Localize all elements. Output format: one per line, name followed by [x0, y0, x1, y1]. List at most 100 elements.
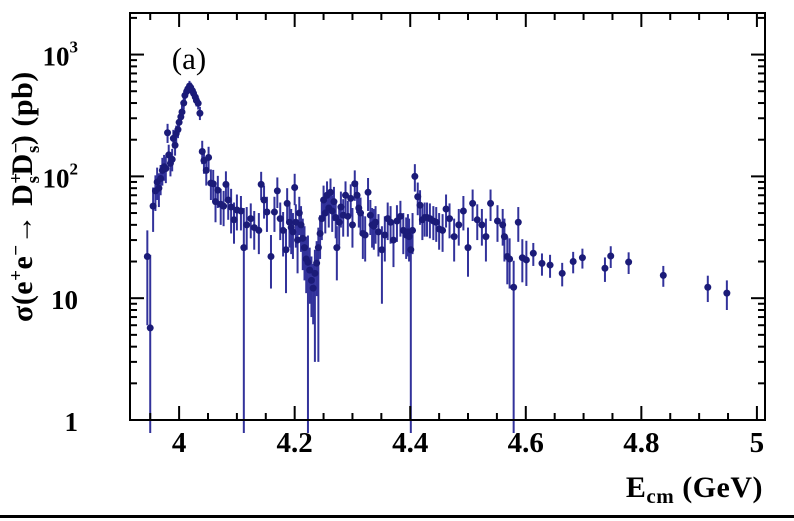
y-tick-label: 1	[65, 407, 79, 437]
data-point	[326, 188, 334, 196]
data-point	[361, 231, 369, 239]
data-point	[155, 184, 163, 192]
data-point	[299, 234, 307, 242]
data-point	[273, 187, 281, 195]
data-point	[143, 252, 151, 260]
data-point	[546, 261, 554, 269]
data-point	[482, 233, 490, 241]
data-point	[292, 218, 300, 226]
data-point	[306, 266, 314, 274]
data-point	[332, 213, 340, 221]
y-tick-label: 10	[51, 285, 78, 315]
data-point	[316, 229, 324, 237]
data-point	[224, 196, 232, 204]
data-point	[279, 226, 287, 234]
data-point	[625, 258, 633, 266]
data-point	[522, 256, 530, 264]
data-point	[198, 148, 206, 156]
error-bars	[146, 80, 728, 433]
data-point	[723, 289, 731, 297]
data-point	[318, 215, 326, 223]
data-point	[257, 180, 265, 188]
y-axis-title-text: σ(e+​e−​→ D+s​D−s​) (pb)	[6, 71, 44, 322]
data-point	[569, 258, 577, 266]
x-tick-label: 4.4	[392, 427, 428, 459]
x-tick-label: 4	[172, 427, 187, 459]
y-tick-label: 102	[43, 159, 79, 193]
x-tick-labels: 4 4.2 4.4 4.6 4.8 5	[172, 427, 764, 459]
data-point	[344, 212, 352, 220]
data-point	[311, 269, 319, 277]
data-point	[558, 269, 566, 277]
data-point	[157, 175, 165, 183]
data-point	[220, 202, 228, 210]
data-point	[538, 259, 546, 267]
data-point	[255, 226, 263, 234]
data-point	[704, 283, 712, 291]
data-point	[357, 209, 365, 217]
data-point	[455, 221, 463, 229]
data-point	[347, 194, 355, 202]
data-point	[469, 199, 477, 207]
data-point	[260, 196, 268, 204]
data-point	[289, 228, 297, 236]
data-point	[214, 186, 222, 194]
data-point	[178, 108, 186, 116]
data-point	[230, 216, 238, 224]
data-point	[659, 271, 667, 279]
data-point	[270, 208, 278, 216]
data-point	[364, 188, 372, 196]
data-point	[202, 166, 210, 174]
data-point	[194, 99, 202, 107]
data-point	[337, 203, 345, 211]
data-point	[237, 207, 245, 215]
data-point	[174, 126, 182, 134]
data-point	[149, 202, 157, 210]
x-tick-label: 5	[750, 427, 765, 459]
data-point	[175, 118, 183, 126]
plot-frame	[129, 12, 766, 421]
data-point	[171, 141, 179, 149]
data-point	[164, 129, 172, 137]
data-points	[143, 82, 731, 332]
y-tick-labels: 1 10 102 103	[43, 38, 79, 437]
data-point	[409, 226, 417, 234]
data-point	[381, 231, 389, 239]
x-axis-title: Ecm​ (GeV)	[626, 471, 763, 508]
data-point	[414, 193, 422, 201]
data-point	[439, 226, 447, 234]
data-point	[307, 276, 315, 284]
data-point	[407, 246, 415, 254]
data-point	[459, 207, 467, 215]
data-point	[416, 201, 424, 209]
data-point	[297, 221, 305, 229]
separator-line	[0, 515, 794, 518]
data-point	[473, 216, 481, 224]
data-point	[387, 218, 395, 226]
data-point	[500, 233, 508, 241]
data-point	[601, 264, 609, 272]
data-point	[348, 221, 356, 229]
data-point	[510, 283, 518, 291]
data-point	[432, 218, 440, 226]
data-point	[313, 259, 321, 267]
data-point	[222, 180, 230, 188]
data-point	[499, 221, 507, 229]
data-point	[146, 324, 154, 332]
data-point	[372, 218, 380, 226]
data-point	[578, 254, 586, 262]
data-point	[328, 207, 336, 215]
data-point	[276, 215, 284, 223]
data-point	[304, 258, 312, 266]
data-point	[366, 211, 374, 219]
data-point	[493, 217, 501, 225]
x-tick-label: 4.2	[277, 427, 313, 459]
data-point	[351, 180, 359, 188]
data-point	[300, 244, 308, 252]
data-point	[446, 215, 454, 223]
data-point	[196, 109, 204, 117]
data-point	[243, 221, 251, 229]
data-point	[353, 191, 361, 199]
data-point	[478, 221, 486, 229]
